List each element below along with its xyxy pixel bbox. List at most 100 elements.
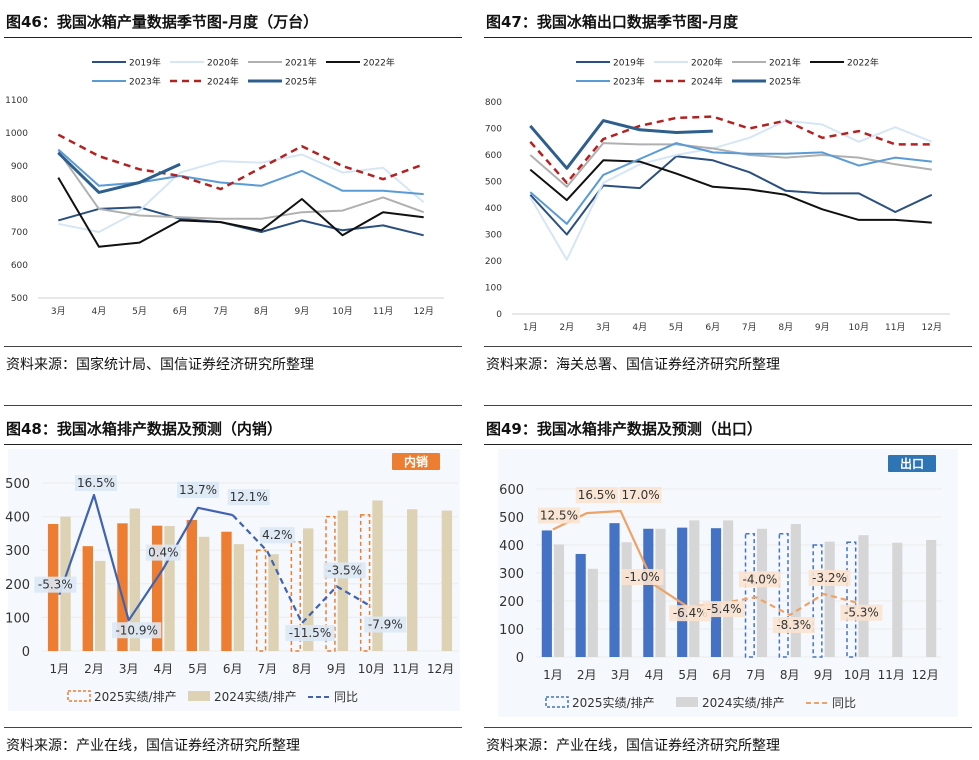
fig46-title: 图46：我国冰箱产量数据季节图-月度（万台） (6, 13, 319, 31)
bar-2024 (199, 536, 210, 651)
bar-2025-forecast (290, 541, 302, 652)
x-tick-label: 4月 (632, 322, 647, 333)
yoy-label-box (285, 625, 335, 641)
fig48-top-rule (4, 444, 462, 445)
y-tick-label: 700 (11, 228, 28, 238)
fig49-upper-rule (484, 405, 972, 406)
legend-label: 2024年 (691, 76, 723, 88)
y-tick-label: 500 (485, 178, 502, 188)
yoy-label: 0.4% (148, 546, 179, 560)
legend-label: 2023年 (613, 76, 645, 88)
yoy-label-box (772, 617, 815, 633)
yoy-label: -10.9% (115, 623, 157, 637)
y-tick-label: 800 (485, 98, 502, 108)
legend-label-2025: 2025实绩/排产 (94, 689, 177, 704)
x-tick-label: 7月 (746, 668, 766, 682)
fig47-chart: 0 100 200 300 400 500 600 700 800 1月 2月 3月 4月 5月 6月 7月 8… (485, 57, 950, 333)
yoy-label-box (738, 571, 781, 588)
legend-label: 2025年 (285, 76, 317, 88)
y-tick-label: 100 (499, 623, 524, 638)
bar-2024 (268, 554, 279, 651)
x-tick-label: 12月 (427, 662, 454, 676)
yoy-label: -1.0% (625, 570, 660, 584)
x-tick-label: 2月 (559, 322, 574, 333)
y-tick-label: 200 (5, 578, 30, 593)
y-tick-label: 500 (11, 294, 28, 304)
yoy-label-box (840, 604, 883, 621)
yoy-label: -4.0% (743, 572, 778, 586)
yoy-label-box (75, 475, 117, 491)
badge-label: 出口 (900, 456, 924, 471)
yoy-label: -5.4% (707, 602, 742, 616)
bar-2024 (824, 541, 835, 657)
bar-2025-actual (710, 528, 722, 657)
yoy-label-box (259, 527, 295, 544)
fig48-title: 图48：我国冰箱排产数据及预测（内销） (6, 420, 282, 438)
x-tick-label: 4月 (645, 668, 665, 682)
bar-2025-forecast (778, 533, 789, 658)
series-line-2025年 (57, 151, 181, 194)
x-tick-label: 4月 (92, 306, 107, 317)
x-tick-label: 1月 (50, 662, 70, 676)
yoy-label: 4.2% (262, 528, 293, 542)
yoy-label-box (227, 489, 270, 506)
bar-2025-forecast (255, 549, 267, 652)
series-line-2023年 (57, 148, 424, 196)
fig46-source: 资料来源：国家统计局、国信证券经济研究所整理 (6, 357, 314, 373)
bar-2024 (553, 544, 565, 657)
y-tick-label: 400 (5, 511, 30, 526)
legend-label: 2022年 (847, 57, 879, 69)
x-tick-label: 2月 (577, 668, 597, 682)
x-tick-label: 3月 (119, 662, 139, 676)
series-line-2019年 (529, 155, 933, 236)
bar-2025-actual (82, 546, 93, 651)
y-tick-label: 400 (485, 204, 502, 214)
x-tick-label: 11月 (885, 322, 905, 333)
series-line-2024年 (529, 115, 932, 185)
y-tick-label: 300 (5, 544, 30, 559)
y-tick-label: 900 (11, 162, 28, 172)
x-tick-label: 12月 (922, 322, 942, 333)
fig47-title: 图47：我国冰箱出口数据季节图-月度 (486, 13, 739, 31)
bar-2024 (756, 528, 768, 657)
bar-2024 (441, 510, 453, 651)
bar-2024 (164, 526, 175, 651)
fig49-top-rule (484, 444, 972, 445)
bar-2025-actual (643, 528, 654, 657)
legend-label: 2020年 (207, 57, 239, 69)
legend-label: 2021年 (769, 57, 801, 69)
series-line-2021年 (57, 150, 425, 220)
y-tick-label: 300 (499, 567, 524, 582)
bar-2025-actual (541, 530, 552, 657)
bar-2024 (926, 539, 937, 657)
yoy-label: 12.1% (230, 490, 268, 504)
fig48-source: 资料来源：产业在线，国信证券经济研究所整理 (6, 738, 300, 754)
yoy-label: 12.5% (540, 508, 578, 522)
yoy-label-box (112, 622, 162, 639)
badge-label: 内销 (404, 454, 428, 469)
fig49-chart: 0 100 200 300 400 500 600 出口 1月 2月 3月 4月 5月 6月 7月 8月 9月 1… (498, 449, 958, 717)
bar-2024 (587, 568, 598, 657)
yoy-label-box (575, 487, 618, 504)
x-tick-label: 11月 (392, 662, 419, 676)
bar-2024 (372, 500, 383, 651)
fig49-title: 图49：我国冰箱排产数据及预测（出口） (486, 420, 762, 438)
series-line-2020年 (58, 153, 425, 233)
legend-label: 2025年 (769, 76, 801, 88)
y-tick-label: 600 (499, 483, 524, 498)
bar-2024 (790, 524, 801, 657)
bar-2024 (233, 544, 245, 651)
x-tick-label: 1月 (523, 322, 538, 333)
x-tick-label: 4月 (154, 662, 174, 676)
fig47-bottom-rule (484, 346, 972, 347)
x-tick-label: 11月 (878, 668, 905, 682)
fig46-chart: 500 600 700 800 900 1000 1100 3月 4月 5月 6月 7月 8月 9月 10月… (5, 57, 444, 317)
x-tick-label: 6月 (712, 668, 732, 682)
bar-2025-forecast (744, 533, 755, 658)
yoy-label-box (621, 568, 664, 585)
yoy-label-box (537, 507, 580, 524)
y-tick-label: 200 (485, 257, 502, 267)
x-tick-label: 2月 (84, 662, 104, 676)
y-tick-label: 1100 (5, 96, 28, 106)
yoy-label: -11.5% (289, 626, 331, 640)
